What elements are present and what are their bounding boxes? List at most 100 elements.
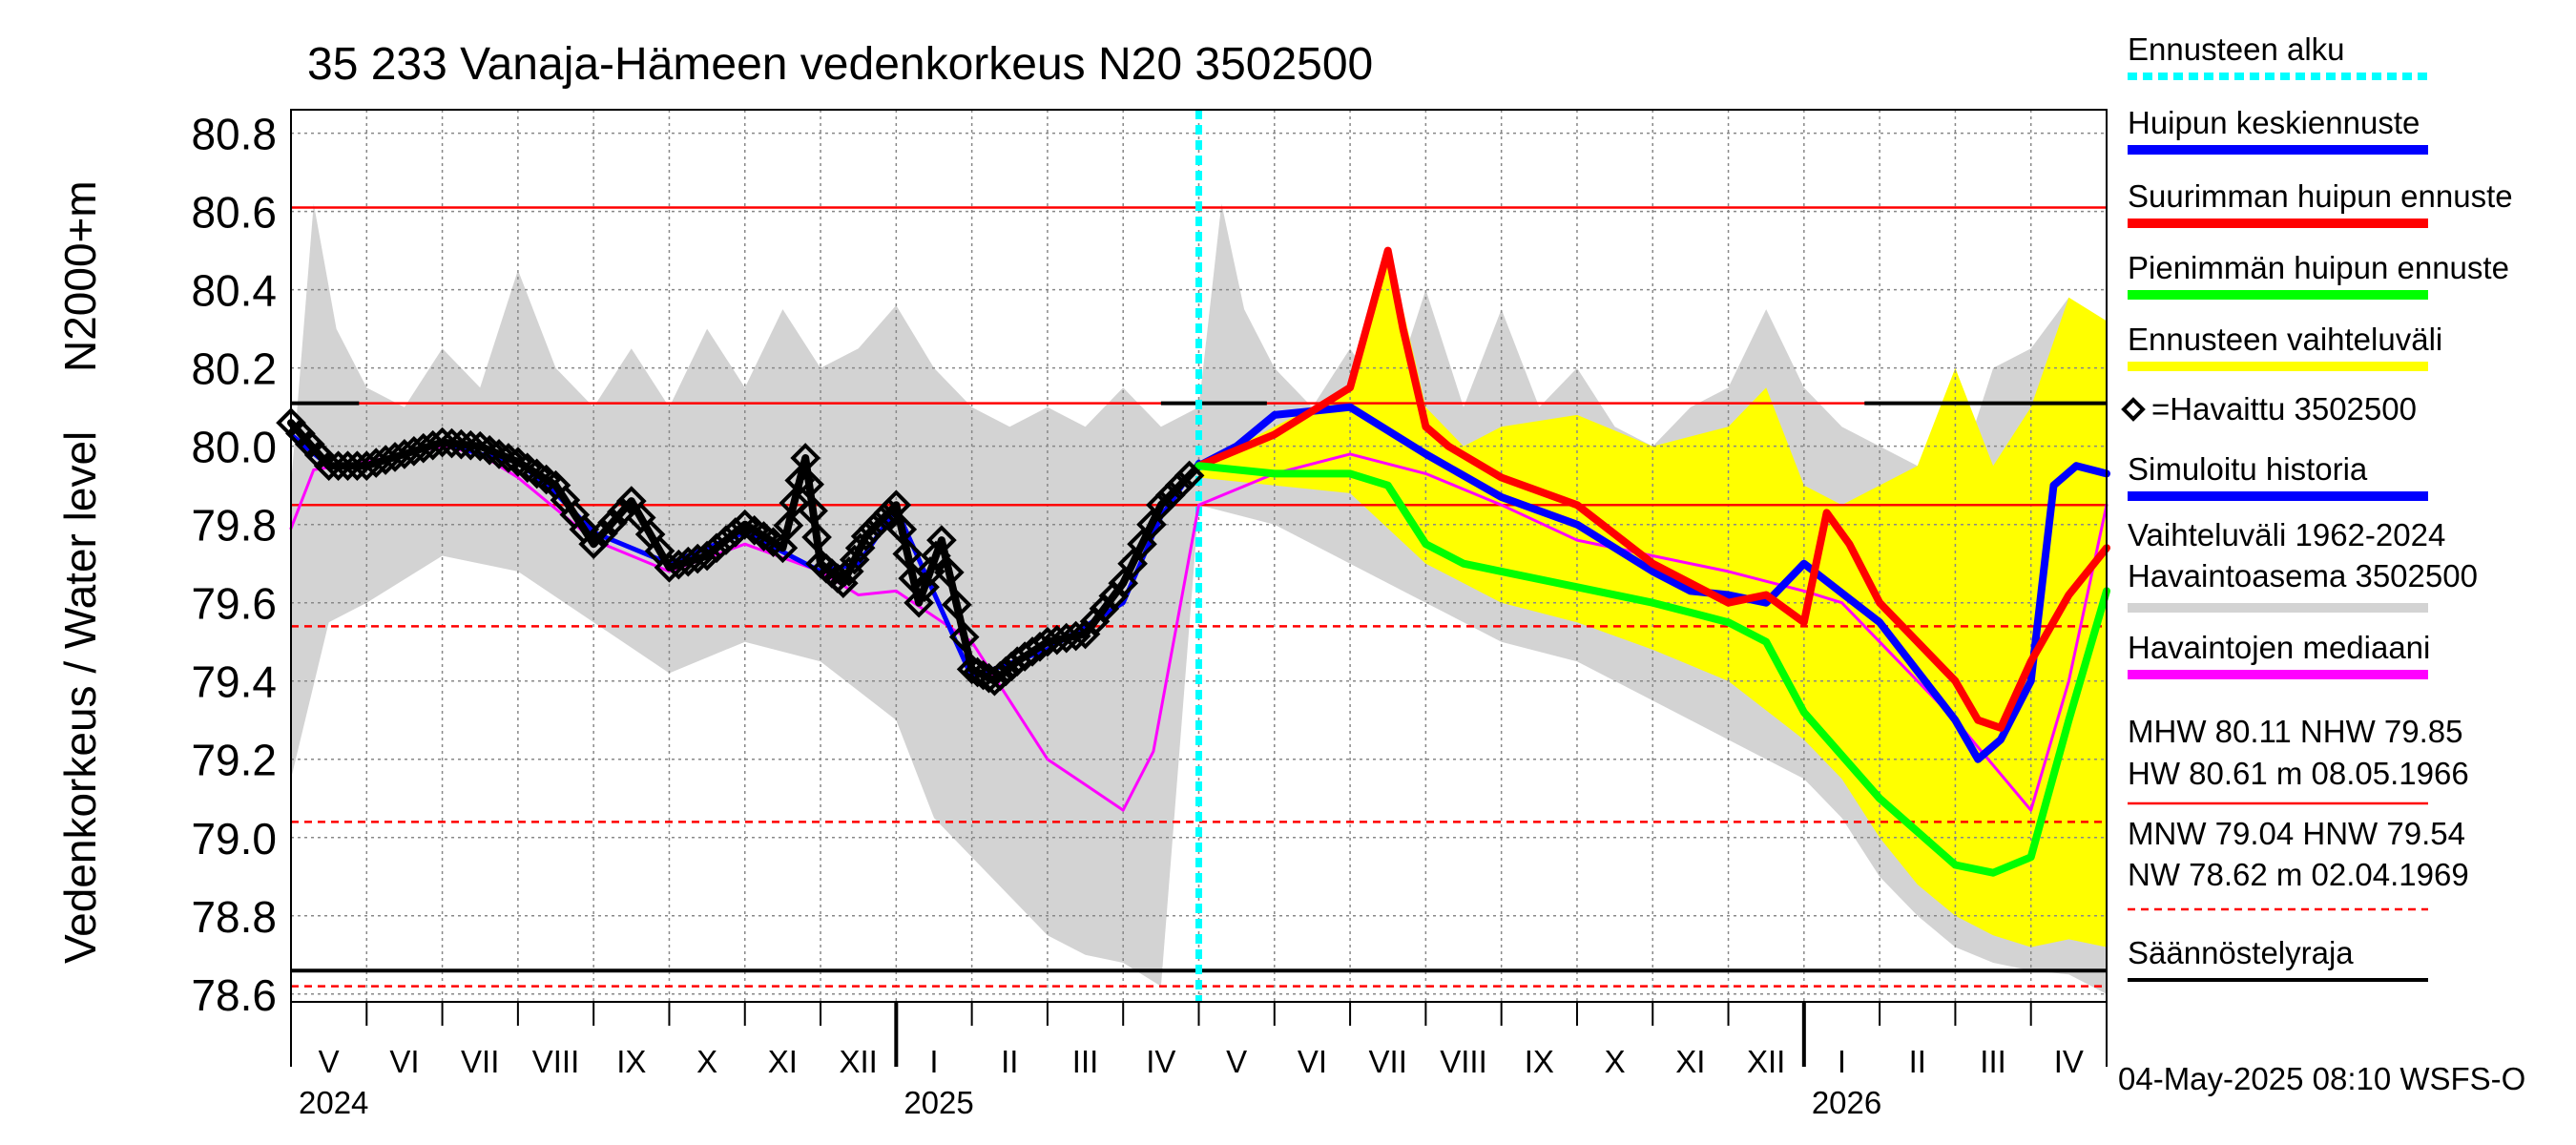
observed-marker <box>773 510 804 541</box>
observed-marker <box>767 532 799 564</box>
y-tick-label: 80.0 <box>191 423 277 472</box>
y-tick-label: 79.6 <box>191 579 277 629</box>
observed-marker <box>692 540 722 572</box>
observed-marker <box>493 443 524 473</box>
stats-low-line2: NW 78.62 m 02.04.1969 <box>2128 857 2469 892</box>
observed-marker <box>892 538 924 570</box>
observed-marker <box>865 505 897 536</box>
y-tick-label: 78.8 <box>191 892 277 942</box>
x-year-label: 2026 <box>1812 1085 1881 1120</box>
stats-high-line2: HW 80.61 m 08.05.1966 <box>2128 756 2469 791</box>
y-tick-label: 79.8 <box>191 501 277 551</box>
observed-marker <box>1060 620 1091 652</box>
observed-marker <box>578 529 609 560</box>
legend-label: =Havaittu 3502500 <box>2151 391 2417 427</box>
observed-marker <box>474 434 505 466</box>
observed-marker <box>779 488 810 518</box>
observed-marker <box>446 428 477 460</box>
variability-range-band <box>291 203 2107 994</box>
legend-label: Huipun keskiennuste <box>2128 105 2420 140</box>
legend-label: Ennusteen vaihteluväli <box>2128 322 2442 357</box>
observed-marker <box>1174 460 1205 491</box>
observed-marker <box>941 589 972 620</box>
x-month-label: IV <box>1146 1044 1175 1079</box>
series-lines <box>287 110 2110 1002</box>
observed-marker <box>597 507 628 538</box>
observed-marker <box>484 439 514 469</box>
x-month-label: V <box>319 1044 340 1079</box>
observed-marker <box>886 513 918 545</box>
observed-marker <box>1117 548 1148 579</box>
x-month-label: XII <box>1747 1044 1785 1079</box>
observed-marker <box>790 443 821 473</box>
observed-marker <box>881 489 912 521</box>
x-month-label: II <box>1909 1044 1926 1079</box>
range-band-area <box>291 203 2107 994</box>
y-tick-label: 79.0 <box>191 814 277 864</box>
legend-swatch <box>2121 397 2146 422</box>
x-month-label: II <box>1001 1044 1018 1079</box>
x-tick-labels: V VI VII VIII IX X XI XII I II III IV V VI VII VIII IX X X… <box>299 1044 2084 1120</box>
observed-marker <box>926 525 957 555</box>
x-month-label: X <box>696 1044 717 1079</box>
observed-marker <box>948 621 980 653</box>
x-month-label: I <box>1838 1044 1846 1079</box>
observed-marker <box>607 496 637 528</box>
x-year-label: 2024 <box>299 1085 368 1120</box>
stats-low-line1: MNW 79.04 HNW 79.54 <box>2128 816 2465 851</box>
x-month-label: XII <box>840 1044 878 1079</box>
observed-marker <box>1154 480 1186 510</box>
observed-marker <box>1164 469 1195 501</box>
y-tick-labels: 80.8 80.6 80.4 80.2 80.0 79.8 79.6 79.4 79.2 79.0… <box>191 110 277 1020</box>
y-tick-label: 78.6 <box>191 970 277 1020</box>
observed-marker <box>682 543 714 574</box>
observed-marker <box>588 518 618 549</box>
y-tick-label: 79.4 <box>191 657 277 707</box>
observed-marker <box>1108 568 1139 599</box>
x-month-label: III <box>1072 1044 1099 1079</box>
x-month-label: III <box>1980 1044 2006 1079</box>
legend-label: Ennusteen alku <box>2128 31 2345 67</box>
observed-marker <box>934 557 965 588</box>
observed-marker <box>455 429 487 461</box>
regulation-label: Säännöstelyraja <box>2128 935 2354 970</box>
legend-label: Vaihteluväli 1962-2024 <box>2128 517 2445 552</box>
y-tick-label: 80.4 <box>191 266 277 316</box>
x-month-label: VI <box>1298 1044 1327 1079</box>
legend-label: Simuloitu historia <box>2128 451 2368 487</box>
observed-marker <box>858 512 889 544</box>
grid-lines <box>291 110 2107 1002</box>
y-tick-label: 80.8 <box>191 110 277 159</box>
series-pienimm-n-huipun-ennuste <box>1195 462 2110 877</box>
x-month-label: VIII <box>1440 1044 1487 1079</box>
footer-timestamp: 04-May-2025 08:10 WSFS-O <box>2118 1061 2525 1096</box>
observed-marker <box>465 430 496 462</box>
observed-marker <box>701 532 732 564</box>
x-month-label: VII <box>461 1044 499 1079</box>
x-month-label: IX <box>616 1044 646 1079</box>
observed-marker <box>850 521 882 552</box>
legend-label: Pienimmän huipun ennuste <box>2128 250 2509 285</box>
x-month-label: XI <box>768 1044 798 1079</box>
y-tick-label: 80.2 <box>191 344 277 394</box>
x-month-label: XI <box>1675 1044 1705 1079</box>
x-year-label: 2025 <box>904 1085 973 1120</box>
y-tick-label: 79.2 <box>191 736 277 785</box>
legend: Ennusteen alku Huipun keskiennuste Suurimm… <box>2121 31 2513 982</box>
y-axis-label: Vedenkorkeus / Water level <box>55 431 105 964</box>
legend-label: Suurimman huipun ennuste <box>2128 178 2513 214</box>
x-month-label: X <box>1605 1044 1626 1079</box>
observed-marker <box>426 427 458 458</box>
x-month-label: VIII <box>532 1044 580 1079</box>
y-axis-label-unit: N2000+m <box>55 180 105 372</box>
stats-high-line1: MHW 80.11 NHW 79.85 <box>2128 714 2463 749</box>
legend-label: Havaintoasema 3502500 <box>2128 558 2478 593</box>
observed-marker <box>784 465 816 496</box>
axes <box>290 109 2108 1067</box>
observed-marker <box>711 525 741 555</box>
series-suurimman-huipun-ennuste <box>1195 246 2110 732</box>
x-month-label: V <box>1226 1044 1247 1079</box>
observed-marker <box>436 427 467 459</box>
x-month-label: VI <box>389 1044 419 1079</box>
